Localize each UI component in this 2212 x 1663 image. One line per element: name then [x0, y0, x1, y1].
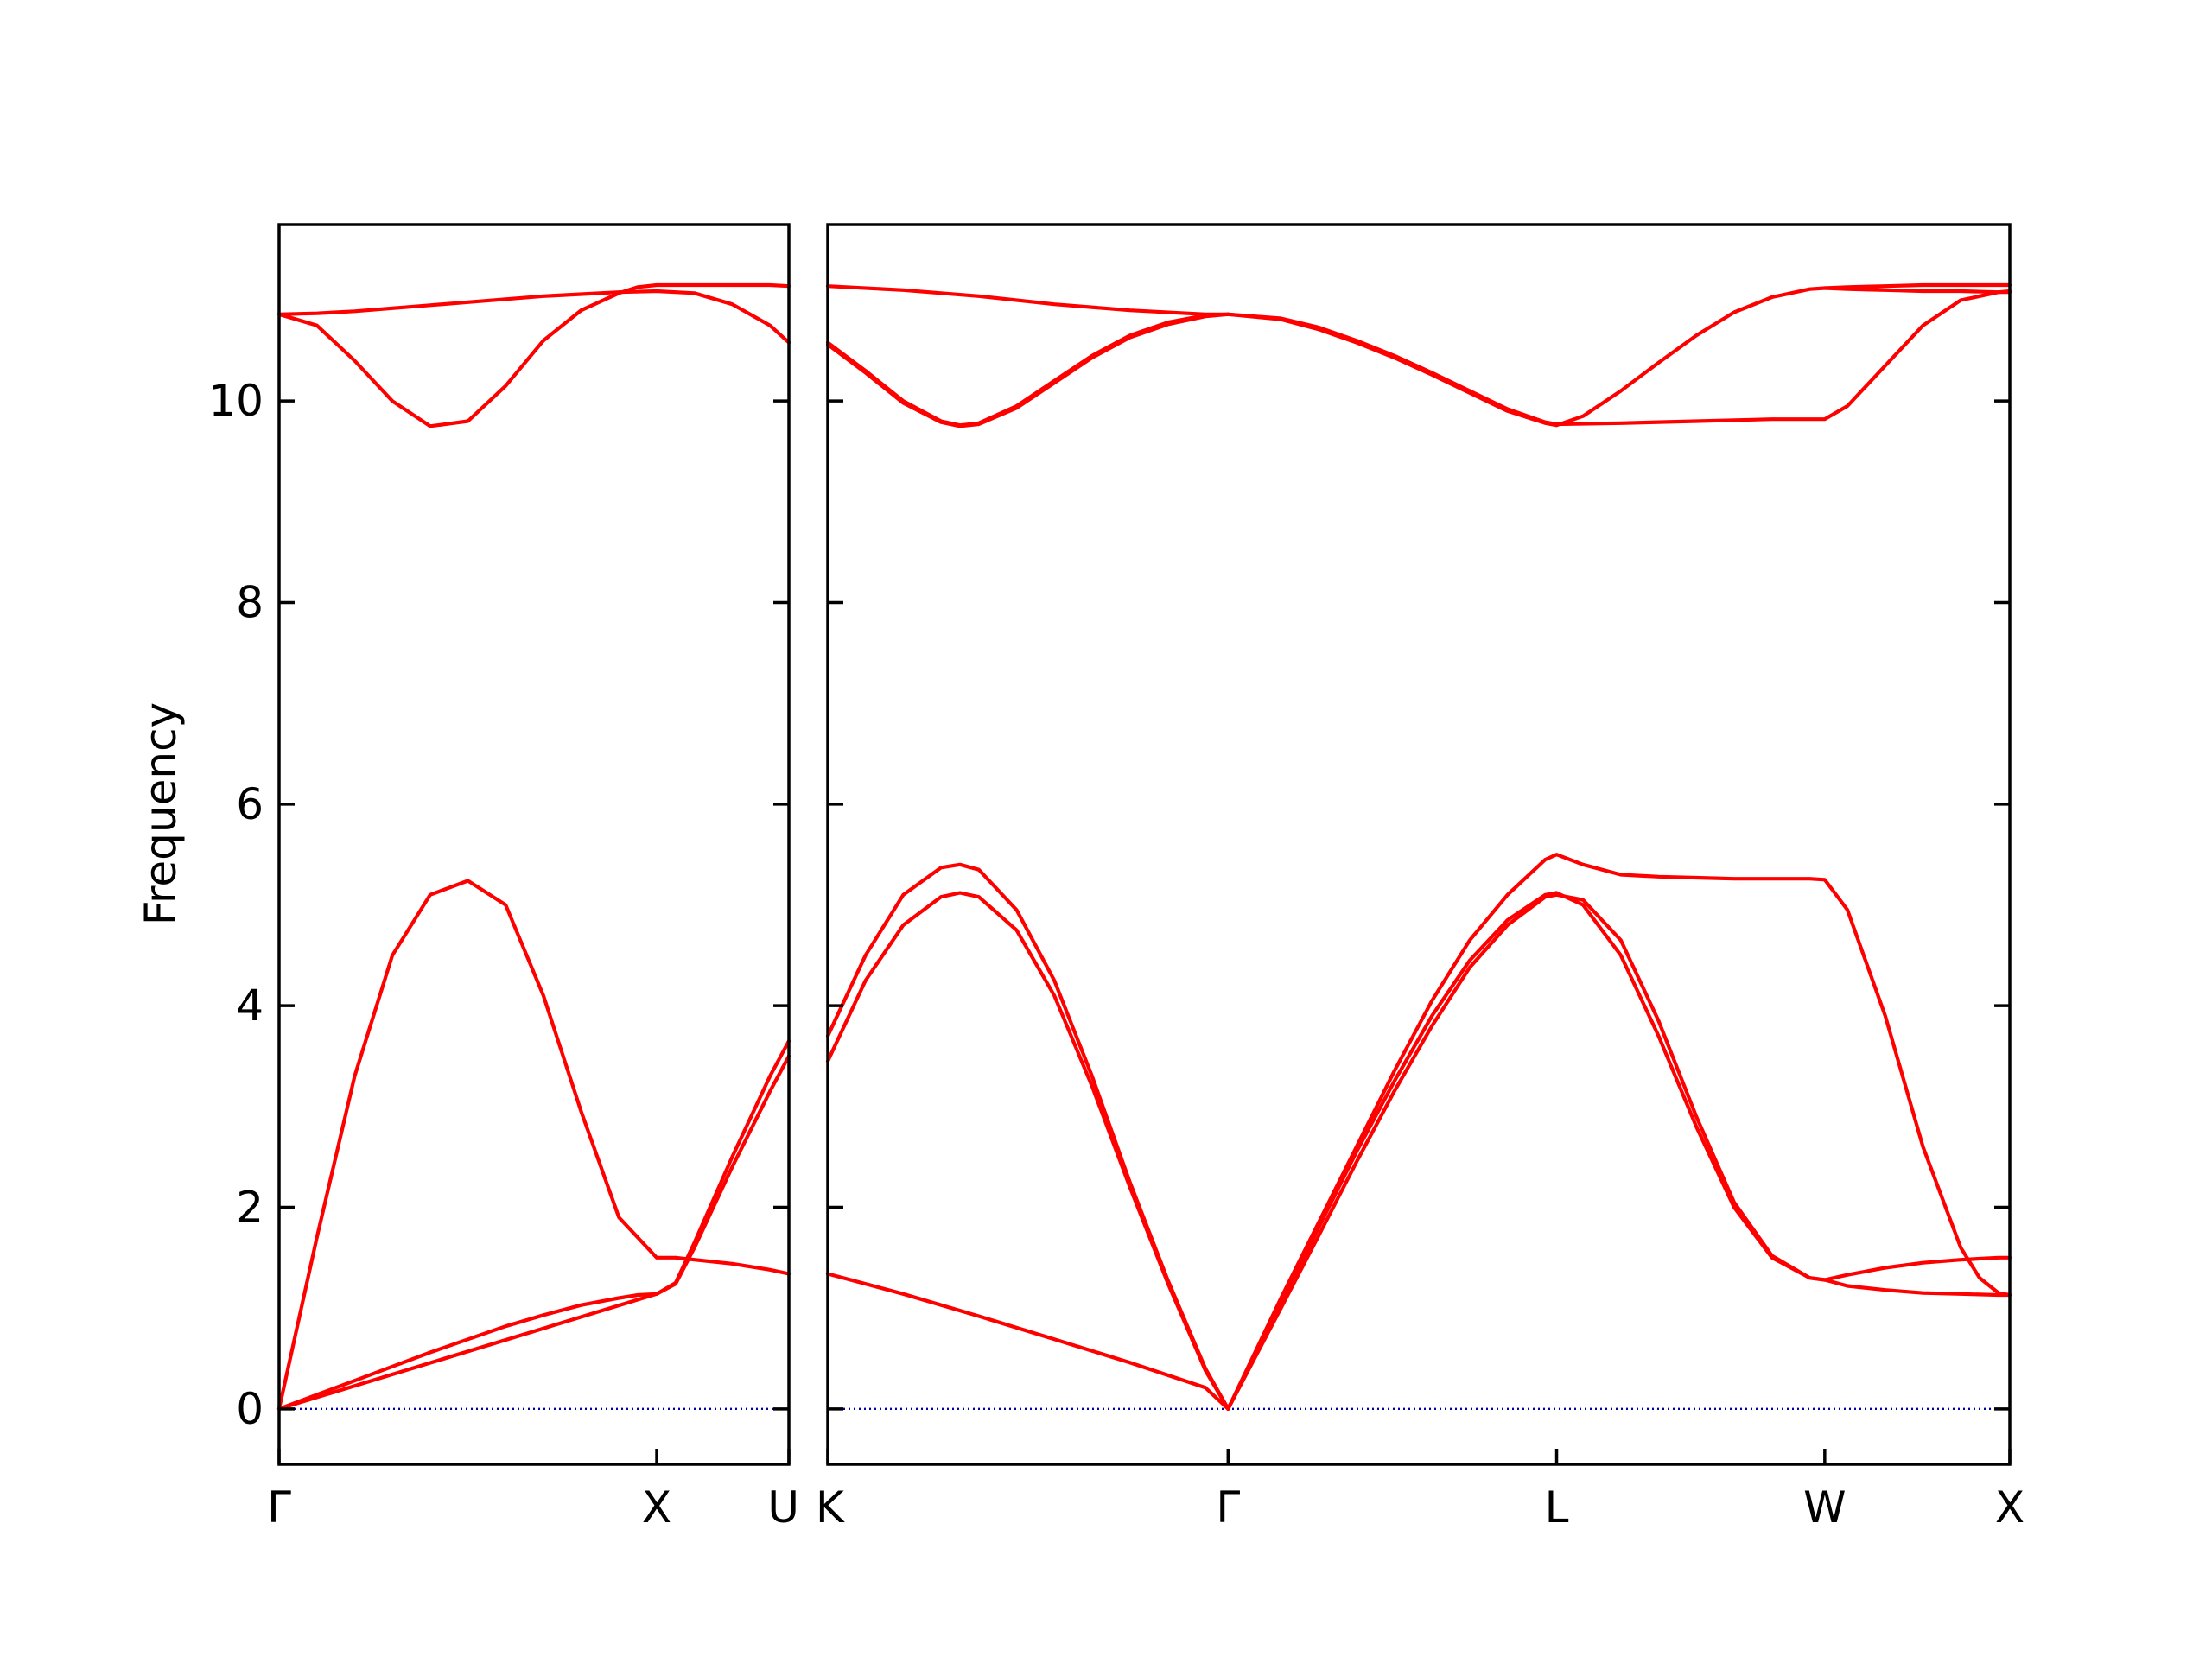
band-line-1 [276, 879, 791, 1411]
y-tick-label: 4 [236, 981, 264, 1031]
plot-frame [277, 223, 791, 1466]
band-line-3 [825, 862, 1230, 1411]
x-tick-label: K [816, 1482, 845, 1533]
band-line-2 [276, 1038, 791, 1411]
band-line-16 [1822, 286, 2012, 295]
band-line-3 [276, 1054, 791, 1411]
band-line-8 [1822, 1278, 2012, 1298]
band-line-11 [825, 312, 1230, 428]
y-tick-label: 8 [236, 578, 264, 628]
y-tick-label: 6 [236, 779, 264, 829]
x-tick-label: W [1803, 1482, 1846, 1533]
band-line-13 [1226, 312, 1559, 428]
plot-frame [826, 223, 2012, 1466]
y-tick-label: 2 [236, 1183, 264, 1233]
band-line-6 [1226, 853, 2012, 1411]
x-tick-label: L [1545, 1482, 1569, 1533]
y-axis-label: Frequency [136, 702, 186, 925]
band-line-7 [1822, 1255, 2012, 1282]
x-tick-label: X [642, 1482, 671, 1533]
band-line-4 [1226, 891, 1827, 1411]
x-tick-label: U [767, 1482, 799, 1533]
y-tick-label: 0 [236, 1384, 264, 1434]
x-tick-label: Γ [1216, 1482, 1240, 1533]
band-line-5 [1226, 892, 1827, 1411]
band-line-1 [825, 1272, 1230, 1411]
band-line-5 [276, 282, 791, 428]
band-line-14 [1554, 282, 2012, 428]
band-line-15 [1554, 289, 2012, 427]
band-line-4 [276, 289, 791, 345]
band-line-12 [1226, 312, 1559, 427]
panels-layer: 0 2 4 6 8 10 Γ X U K Γ L W X [208, 223, 2024, 1533]
y-tick-label: 10 [208, 376, 264, 426]
chart-panel-1: 0 2 4 6 8 10 Γ X U [208, 223, 799, 1533]
x-tick-label: X [1995, 1482, 2024, 1533]
band-line-9 [825, 284, 1230, 316]
x-tick-label: Γ [267, 1482, 291, 1533]
band-line-10 [825, 312, 1230, 428]
